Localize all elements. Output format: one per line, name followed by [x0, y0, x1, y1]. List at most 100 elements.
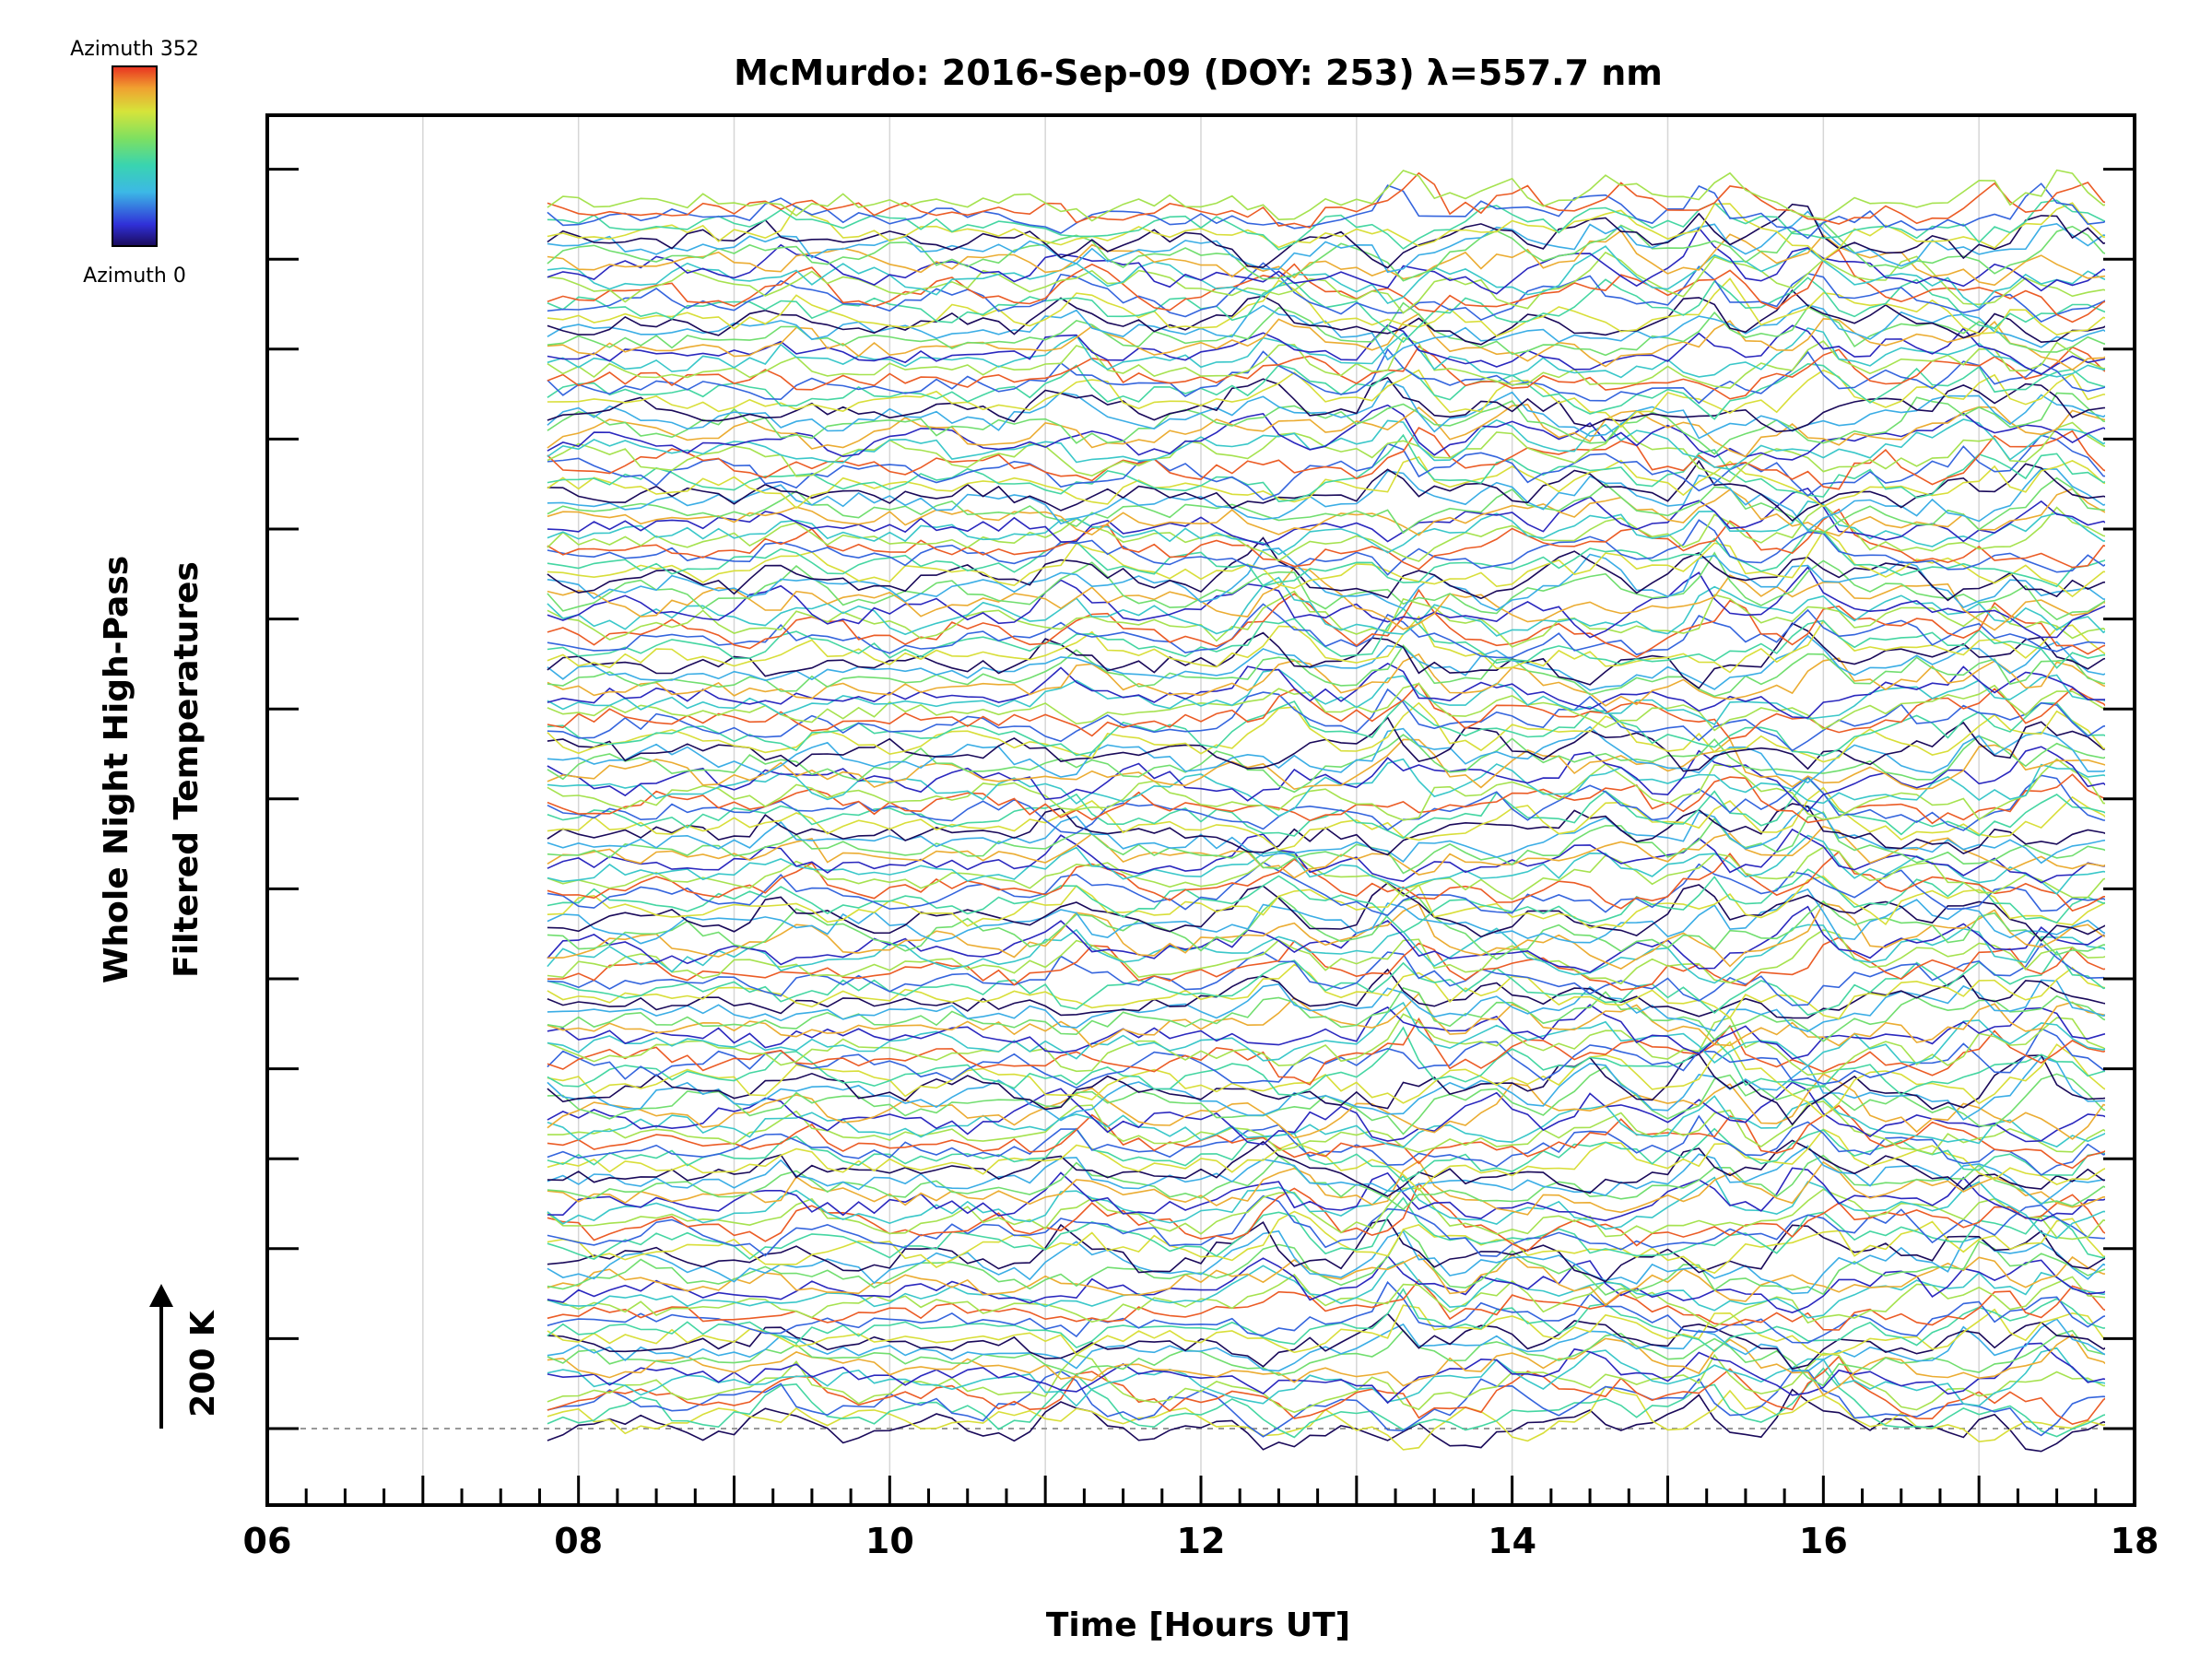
series-line-137: [547, 336, 2105, 389]
series-line-97: [547, 644, 2105, 698]
x-tick-label: 12: [1177, 1521, 1226, 1561]
x-tick-label: 06: [243, 1521, 292, 1561]
series-line-52: [547, 992, 2105, 1049]
series-line-71: [547, 846, 2105, 900]
series-line-145: [547, 276, 2105, 344]
series-line-116: [547, 500, 2105, 556]
series-line-156: [547, 199, 2105, 251]
series-line-50: [547, 1001, 2105, 1067]
series-line-62: [547, 905, 2105, 973]
series-line-90: [547, 699, 2105, 757]
series-line-100: [547, 615, 2105, 674]
series-line-85: [547, 738, 2105, 791]
series-line-143: [547, 288, 2105, 346]
series-line-39: [547, 1095, 2105, 1148]
scale-arrow: [149, 1284, 173, 1429]
series-line-138: [547, 327, 2105, 379]
x-tick-label: 16: [1799, 1521, 1848, 1561]
series-line-19: [547, 1253, 2105, 1306]
series-line-49: [547, 1013, 2105, 1077]
series-line-5: [547, 1352, 2105, 1414]
series-line-57: [547, 950, 2105, 1017]
series-line-94: [547, 668, 2105, 726]
series-line-130: [547, 392, 2105, 455]
series-line-113: [547, 519, 2105, 576]
series-line-56: [547, 963, 2105, 1020]
series-line-107: [547, 567, 2105, 631]
series-line-47: [547, 1027, 2105, 1089]
series-line-14: [547, 1280, 2105, 1344]
series-line-28: [547, 1174, 2105, 1240]
series-line-155: [547, 202, 2105, 262]
series-line-148: [547, 251, 2105, 314]
series-line-0: [547, 1388, 2105, 1453]
series-line-129: [547, 404, 2105, 458]
series-line-30: [547, 1159, 2105, 1216]
series-line-78: [547, 786, 2105, 852]
x-axis-label: Time [Hours UT]: [1046, 1606, 1350, 1644]
series-line-16: [547, 1274, 2105, 1328]
series-line-117: [547, 487, 2105, 546]
series-line-27: [547, 1187, 2105, 1241]
series-line-92: [547, 682, 2105, 740]
scale-label: 200 K: [184, 1310, 222, 1418]
x-tick-label: 14: [1488, 1521, 1536, 1561]
y-axis-label-line2: Filtered Temperatures: [168, 561, 206, 978]
series-line-103: [547, 588, 2105, 658]
series-line-34: [547, 1128, 2105, 1192]
series-line-98: [547, 634, 2105, 691]
series-line-153: [547, 210, 2105, 274]
series-line-69: [547, 861, 2105, 916]
series-line-38: [547, 1100, 2105, 1155]
series-line-121: [547, 459, 2105, 523]
series-line-115: [547, 503, 2105, 562]
series-line-106: [547, 566, 2105, 639]
series-line-139: [547, 324, 2105, 376]
series-line-136: [547, 345, 2105, 400]
series-line-11: [547, 1312, 2105, 1371]
series-line-32: [547, 1145, 2105, 1206]
series-line-23: [547, 1210, 2105, 1275]
series-line-99: [547, 622, 2105, 689]
series-line-36: [547, 1114, 2105, 1176]
series-line-21: [547, 1230, 2105, 1295]
series-line-72: [547, 834, 2105, 896]
series-line-124: [547, 434, 2105, 501]
series-line-132: [547, 376, 2105, 433]
chart-title: McMurdo: 2016-Sep-09 (DOY: 253) λ=557.7 …: [734, 53, 1663, 93]
axis-ticks: [265, 168, 2136, 1505]
series-line-140: [547, 312, 2105, 371]
series-line-41: [547, 1073, 2105, 1140]
series-line-96: [547, 653, 2105, 707]
series-line-154: [547, 203, 2105, 269]
series-line-159: [547, 169, 2105, 222]
series-line-134: [547, 362, 2105, 420]
series-line-144: [547, 277, 2105, 337]
series-line-70: [547, 850, 2105, 912]
series-line-8: [547, 1334, 2105, 1396]
series-line-146: [547, 262, 2105, 324]
x-tick-labels: 06 08 10 12 14 16 18: [243, 1521, 2159, 1561]
series-line-40: [547, 1081, 2105, 1146]
series-line-59: [547, 936, 2105, 991]
series-line-80: [547, 774, 2105, 834]
series-line-127: [547, 418, 2105, 470]
series-line-89: [547, 701, 2105, 763]
series-line-157: [547, 182, 2105, 240]
series-line-33: [547, 1139, 2105, 1197]
series-line-67: [547, 875, 2105, 929]
series-line-60: [547, 929, 2105, 985]
series-line-18: [547, 1254, 2105, 1313]
series-line-93: [547, 682, 2105, 732]
series-line-68: [547, 868, 2105, 934]
series-line-1: [547, 1385, 2105, 1451]
series-line-51: [547, 1004, 2105, 1060]
series-line-10: [547, 1318, 2105, 1372]
y-axis-label-line1: Whole Night High-Pass: [98, 556, 135, 983]
series-line-133: [547, 369, 2105, 429]
series-line-54: [547, 979, 2105, 1032]
series-line-53: [547, 987, 2105, 1042]
series-line-108: [547, 551, 2105, 621]
series-line-64: [547, 895, 2105, 960]
colorbar-bottom-label: Azimuth 0: [83, 265, 186, 288]
